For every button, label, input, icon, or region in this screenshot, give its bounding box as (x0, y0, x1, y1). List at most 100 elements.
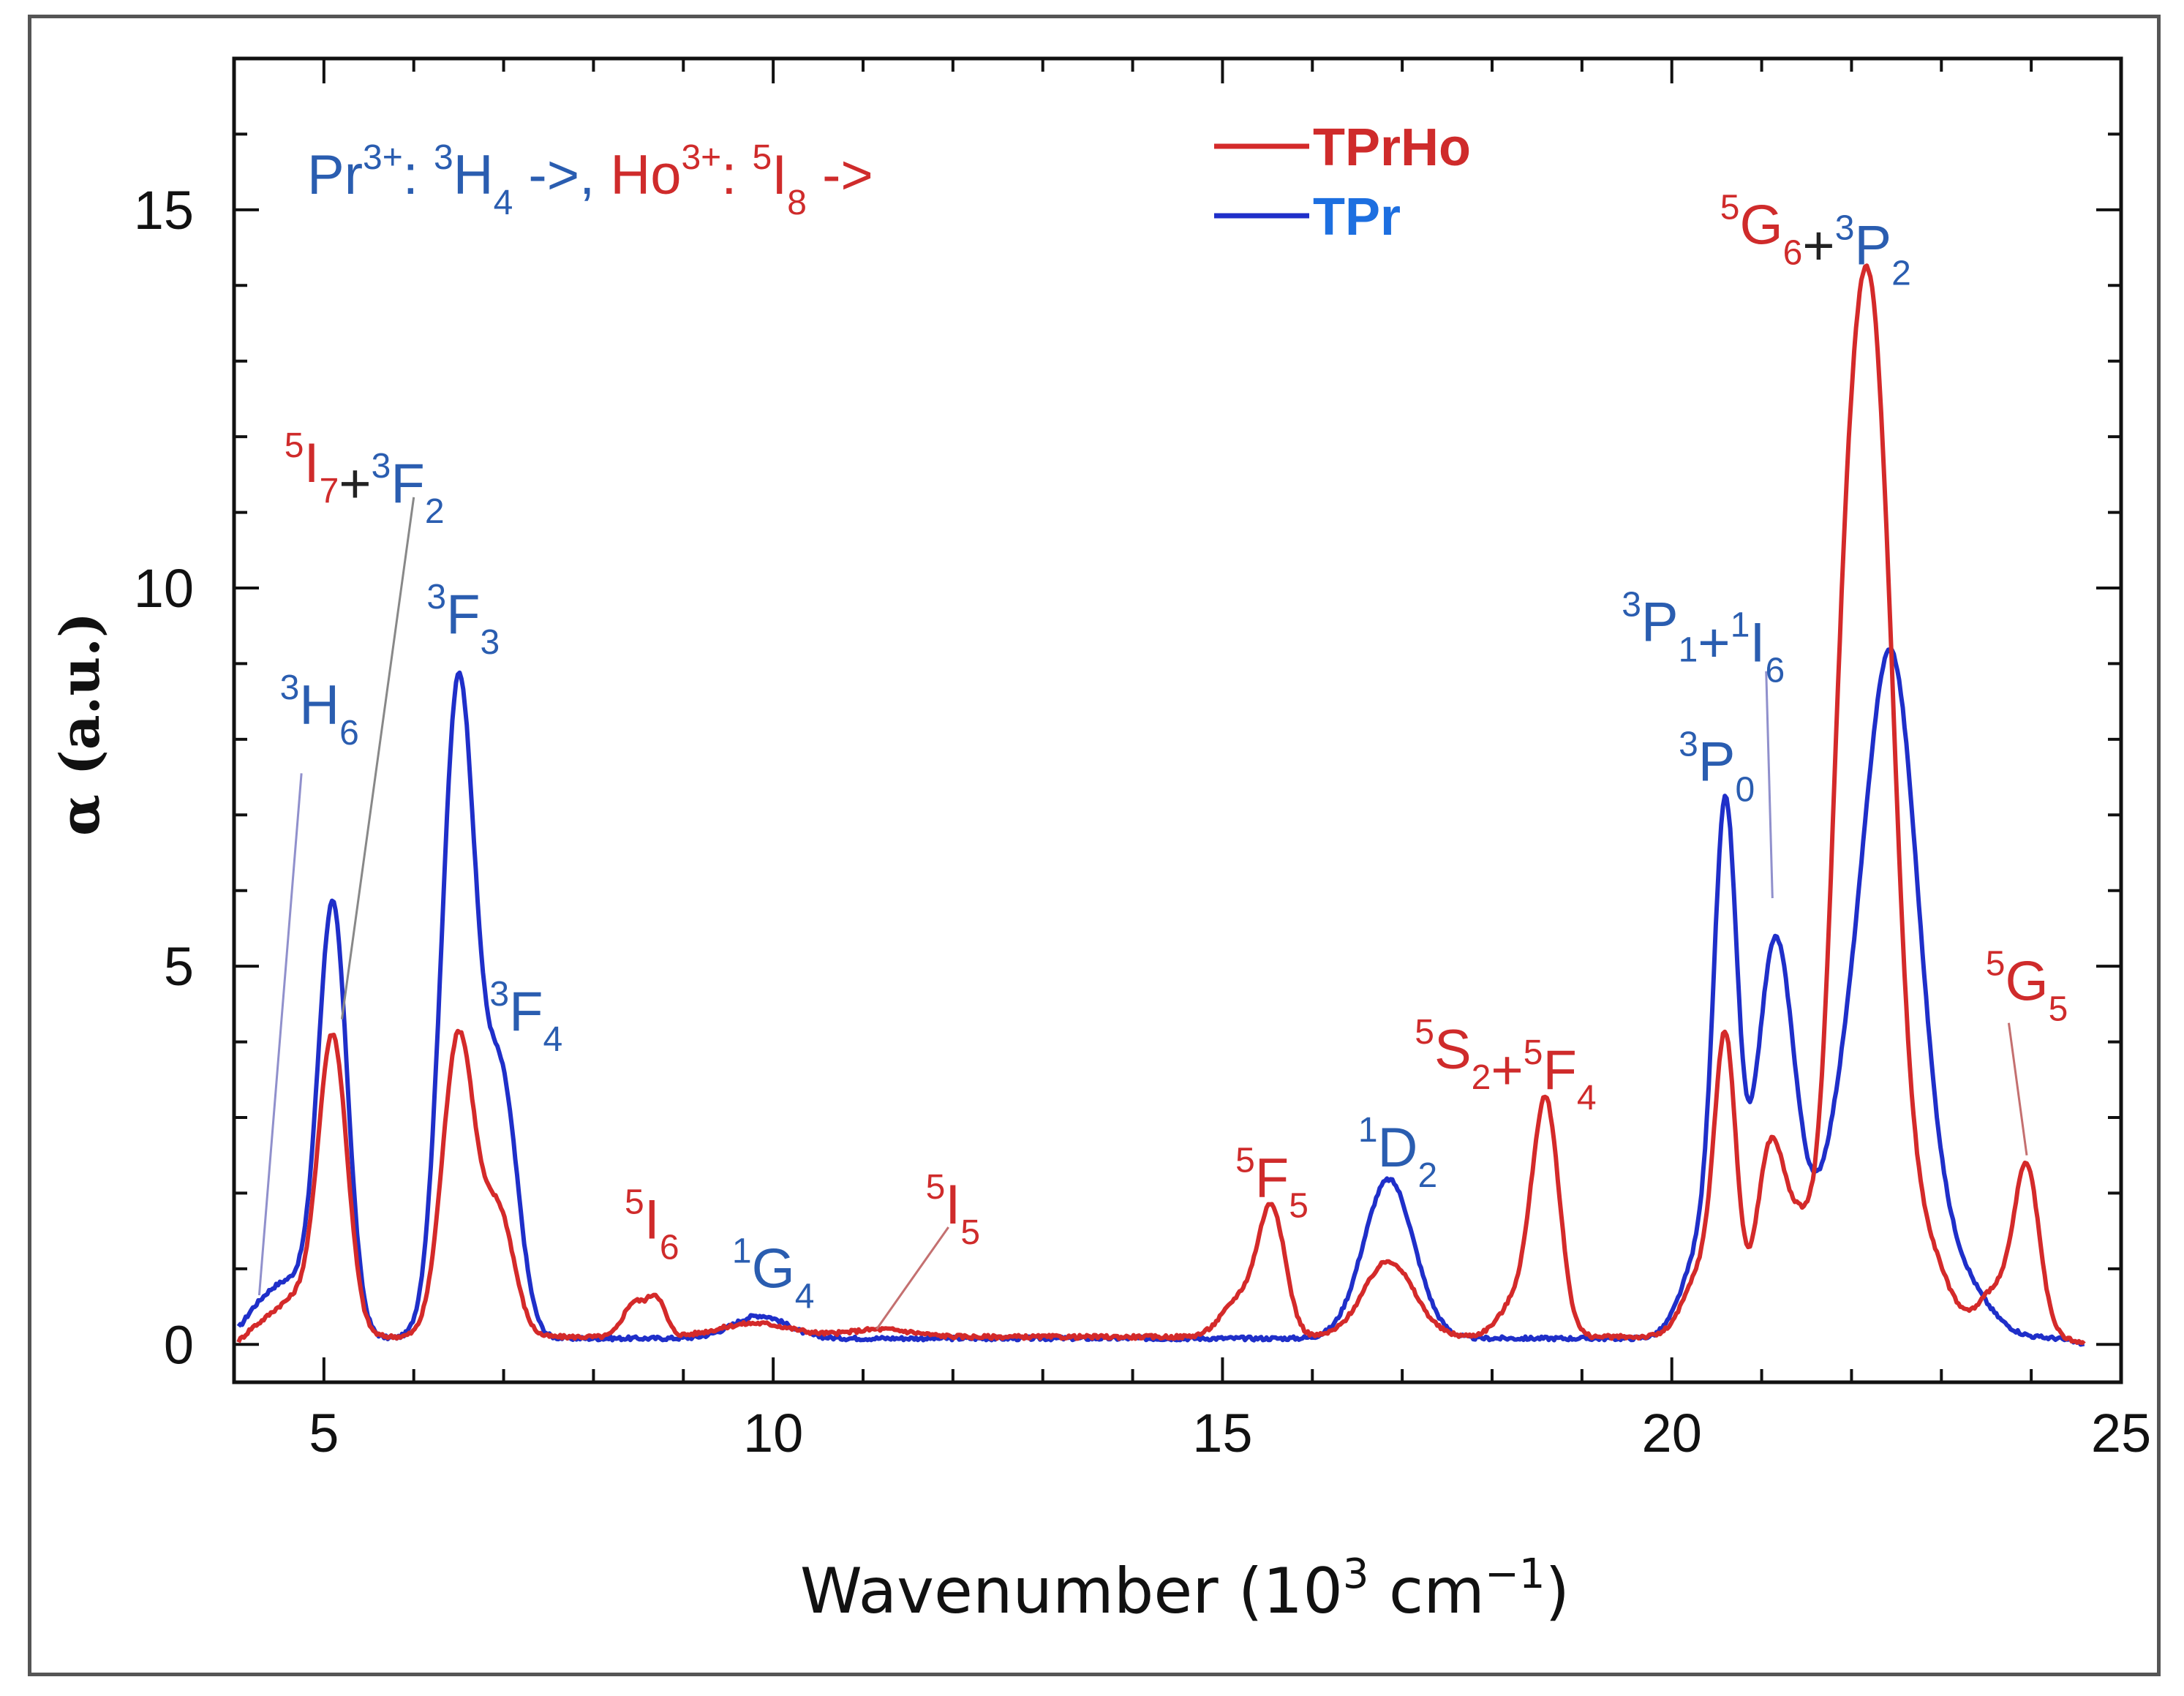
transition-label: 5S2+5F4 (1415, 1013, 1596, 1118)
term-letter: P (1641, 591, 1679, 653)
header-part: Pr (307, 144, 363, 206)
header-part: 3+ (363, 138, 403, 177)
transition-label: 5G5 (1986, 945, 2068, 1029)
term-subscript: 4 (795, 1278, 815, 1316)
header-part: -> (807, 144, 873, 206)
term-multiplicity: 5 (926, 1168, 946, 1207)
x-tick-label: 5 (309, 1403, 339, 1463)
y-axis-ticks (234, 132, 2121, 1346)
header-part: : (403, 144, 434, 206)
plus-sign: + (1491, 1039, 1523, 1101)
y-tick-label: 0 (164, 1314, 194, 1375)
term2-letter: I (1750, 611, 1765, 674)
term-subscript: 3 (481, 623, 500, 662)
transition-label: 3P0 (1679, 725, 1755, 810)
transition-label: 1G4 (732, 1232, 815, 1316)
term-multiplicity: 5 (285, 426, 304, 465)
legend-label-tpr: TPr (1313, 188, 1401, 246)
term-multiplicity: 5 (1986, 945, 2006, 984)
x-axis-label-main: Wavenumber (10 (800, 1555, 1343, 1628)
term2-subscript: 6 (1766, 651, 1785, 690)
plus-sign: + (1698, 611, 1730, 674)
series-line-tprho (236, 263, 2086, 1346)
header-part: H (453, 144, 494, 206)
term-letter: F (1255, 1147, 1289, 1210)
transition-header: Pr3+: 3H4 ->, Ho3+: 5I8 -> (307, 138, 873, 222)
x-tick-label: 10 (743, 1403, 803, 1463)
transition-label: 5G6+3P2 (1720, 188, 1911, 293)
annotation-leader-line (876, 1226, 949, 1330)
term-multiplicity: 3 (1679, 725, 1698, 764)
term-subscript: 0 (1735, 771, 1755, 810)
legend: TPrHo TPr (1214, 118, 1471, 246)
plus-sign: + (339, 453, 371, 515)
term2-multiplicity: 3 (1835, 208, 1855, 247)
term2-multiplicity: 5 (1524, 1033, 1543, 1072)
term-letter: I (644, 1188, 660, 1251)
x-tick-label: 20 (1642, 1403, 1702, 1463)
term-subscript: 5 (960, 1213, 980, 1252)
transition-label: 3F3 (426, 578, 500, 662)
header-part: ->, (513, 144, 595, 206)
term-letter: G (752, 1238, 795, 1300)
term-letter: F (509, 981, 543, 1043)
x-tick-label: 15 (1192, 1403, 1252, 1463)
transition-label: 5I6 (625, 1183, 679, 1267)
legend-label-tprho: TPrHo (1313, 118, 1471, 177)
term-letter: D (1378, 1117, 1418, 1179)
y-tick-label: 10 (134, 558, 194, 619)
header-part: Ho (610, 144, 681, 206)
header-part: : (721, 144, 752, 206)
term-letter: P (1698, 731, 1736, 794)
plot-area-border (232, 56, 2123, 1384)
x-axis-label-units: cm (1369, 1555, 1485, 1628)
figure-frame (28, 15, 2161, 1676)
term-multiplicity: 3 (280, 668, 300, 707)
term2-subscript: 4 (1577, 1079, 1597, 1118)
term-letter: G (2005, 951, 2048, 1013)
annotation-leader-line (257, 773, 303, 1296)
term-letter: H (299, 674, 339, 736)
term-multiplicity: 3 (426, 578, 446, 617)
annotation-leader-line (340, 497, 415, 1020)
header-part: 8 (787, 184, 807, 222)
term2-multiplicity: 3 (372, 447, 391, 486)
term-multiplicity: 3 (489, 975, 509, 1014)
term-subscript: 6 (339, 714, 359, 753)
x-axis-ticks (233, 59, 2123, 1382)
x-axis-label-close: ) (1545, 1555, 1570, 1628)
term2-subscript: 2 (425, 492, 445, 531)
term-letter: G (1739, 194, 1782, 256)
y-tick-label: 5 (164, 936, 194, 997)
header-part: 3+ (681, 138, 721, 177)
transition-label: 3F4 (489, 975, 562, 1059)
term-multiplicity: 5 (1415, 1013, 1434, 1052)
x-axis-label-exp: −1 (1485, 1550, 1545, 1598)
term-subscript: 2 (1417, 1156, 1437, 1195)
annotation-leader-line (2007, 1022, 2028, 1156)
header-part: I (772, 144, 787, 206)
transition-label: 5F5 (1235, 1142, 1308, 1226)
term-letter: I (304, 432, 319, 494)
term2-letter: P (1854, 214, 1891, 276)
term-subscript: 6 (660, 1228, 679, 1267)
header-part: 5 (752, 138, 772, 177)
term-multiplicity: 5 (1235, 1142, 1255, 1180)
term-letter: F (446, 584, 480, 646)
plus-sign: + (1802, 214, 1834, 276)
term-subscript: 5 (2049, 990, 2068, 1029)
annotation-leader-line (1765, 671, 1774, 899)
transition-label: 1D2 (1358, 1111, 1437, 1195)
term-letter: I (945, 1174, 960, 1236)
term-subscript: 2 (1472, 1058, 1491, 1097)
term2-letter: F (391, 453, 424, 515)
term-subscript: 4 (543, 1020, 563, 1059)
transition-label: 5I7+3F2 (285, 426, 445, 531)
y-axis-label: α (a.u.) (49, 612, 112, 836)
transition-label: 3P1+1I6 (1622, 585, 1785, 690)
term-subscript: 5 (1289, 1187, 1308, 1226)
x-tick-label: 25 (2091, 1403, 2151, 1463)
term-subscript: 1 (1679, 630, 1698, 669)
term2-subscript: 2 (1891, 254, 1911, 293)
